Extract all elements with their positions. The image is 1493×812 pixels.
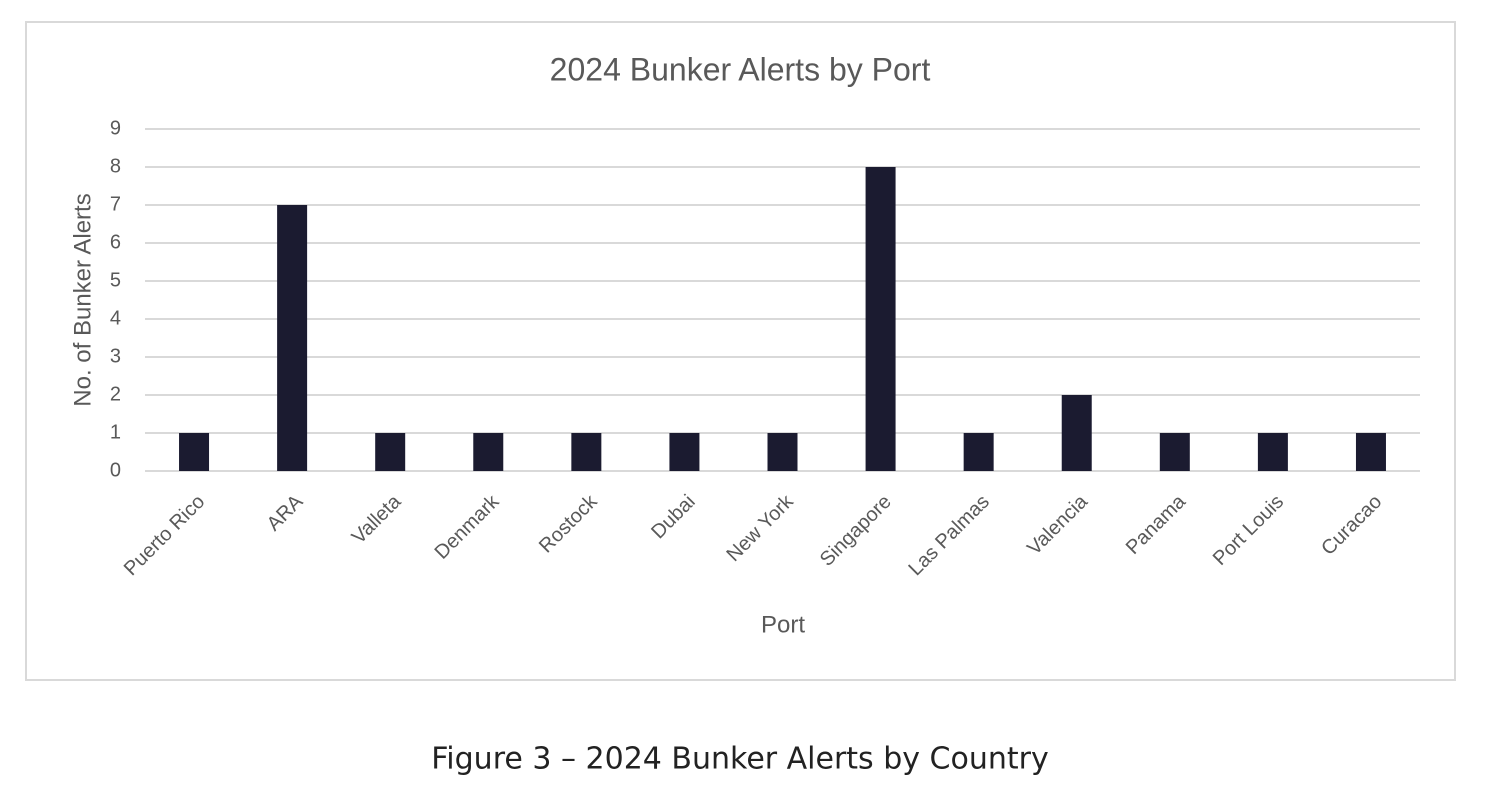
bar bbox=[1257, 433, 1288, 471]
y-tick-label: 3 bbox=[110, 345, 121, 367]
bar bbox=[669, 433, 700, 471]
y-tick-label: 4 bbox=[110, 307, 121, 329]
bar bbox=[1355, 433, 1386, 471]
bar bbox=[1061, 395, 1092, 471]
chart-frame bbox=[25, 21, 1456, 681]
chart-title: 2024 Bunker Alerts by Port bbox=[550, 51, 931, 87]
y-tick-label: 1 bbox=[110, 421, 121, 443]
y-tick-label: 0 bbox=[110, 459, 121, 481]
figure-caption: Figure 3 – 2024 Bunker Alerts by Country bbox=[431, 742, 1049, 777]
bar bbox=[963, 433, 994, 471]
y-tick-label: 9 bbox=[110, 117, 121, 139]
y-tick-label: 6 bbox=[110, 231, 121, 253]
y-tick-label: 5 bbox=[110, 269, 121, 291]
y-tick-label: 2 bbox=[110, 383, 121, 405]
y-axis-label: No. of Bunker Alerts bbox=[69, 193, 96, 406]
bar bbox=[473, 433, 504, 471]
bar bbox=[375, 433, 406, 471]
x-axis-label: Port bbox=[761, 611, 805, 638]
bar bbox=[277, 205, 308, 471]
bar bbox=[767, 433, 798, 471]
bar bbox=[571, 433, 602, 471]
bar bbox=[179, 433, 210, 471]
y-tick-label: 7 bbox=[110, 193, 121, 215]
bar bbox=[865, 167, 896, 471]
y-tick-label: 8 bbox=[110, 155, 121, 177]
bar bbox=[1159, 433, 1190, 471]
